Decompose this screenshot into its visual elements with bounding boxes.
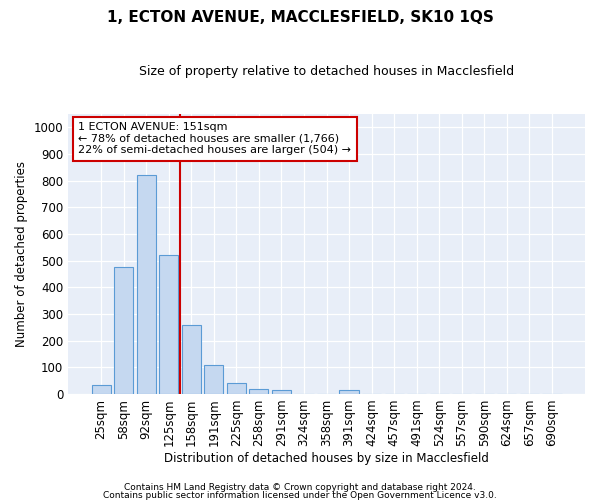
Bar xyxy=(272,390,291,394)
Title: Size of property relative to detached houses in Macclesfield: Size of property relative to detached ho… xyxy=(139,65,514,78)
Bar xyxy=(204,364,223,394)
Bar xyxy=(159,256,178,394)
Bar xyxy=(250,388,268,394)
Bar xyxy=(92,384,110,394)
Text: 1, ECTON AVENUE, MACCLESFIELD, SK10 1QS: 1, ECTON AVENUE, MACCLESFIELD, SK10 1QS xyxy=(107,10,493,25)
Bar xyxy=(114,268,133,394)
Bar xyxy=(340,390,359,394)
Y-axis label: Number of detached properties: Number of detached properties xyxy=(15,161,28,347)
Text: Contains public sector information licensed under the Open Government Licence v3: Contains public sector information licen… xyxy=(103,491,497,500)
Bar xyxy=(182,324,201,394)
Bar xyxy=(137,175,156,394)
X-axis label: Distribution of detached houses by size in Macclesfield: Distribution of detached houses by size … xyxy=(164,452,489,465)
Text: Contains HM Land Registry data © Crown copyright and database right 2024.: Contains HM Land Registry data © Crown c… xyxy=(124,484,476,492)
Bar xyxy=(227,384,246,394)
Text: 1 ECTON AVENUE: 151sqm
← 78% of detached houses are smaller (1,766)
22% of semi-: 1 ECTON AVENUE: 151sqm ← 78% of detached… xyxy=(79,122,352,156)
